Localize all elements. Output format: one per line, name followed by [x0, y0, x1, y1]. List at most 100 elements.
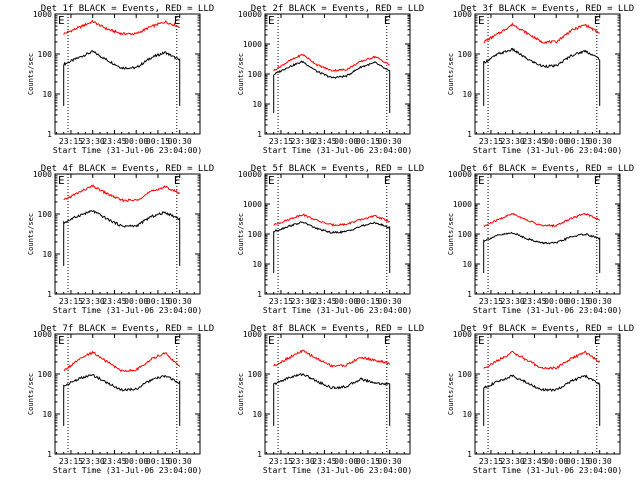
plot-frame [264, 13, 411, 135]
x-axis-label: Start Time (31-Jul-06 23:04:00) [53, 146, 202, 155]
x-axis-label: Start Time (31-Jul-06 23:04:00) [263, 306, 412, 315]
events-series-line [63, 50, 181, 106]
y-tick-label: 1 [47, 130, 52, 139]
events-series-line [483, 47, 601, 106]
panel-title: Det 5f BLACK = Events, RED = LLD [251, 164, 424, 174]
y-tick-label: 1 [257, 290, 262, 299]
x-tick-label: 00:30 [168, 137, 192, 146]
x-tick-label: 23:45 [312, 457, 336, 466]
y-tick-label: 1000 [453, 330, 472, 339]
event-marker: E [58, 174, 65, 187]
x-tick-label: 00:00 [544, 297, 568, 306]
x-tick-label: 00:15 [566, 137, 590, 146]
y-axis-label: Counts/sec [237, 53, 245, 95]
event-marker: E [174, 14, 181, 27]
y-tick-label: 100 [248, 230, 263, 239]
detector-panel-4: Det 4f BLACK = Events, RED = LLD 1 10 100 10… [27, 164, 214, 315]
x-tick-label: 00:30 [588, 297, 612, 306]
y-tick-label: 1 [47, 290, 52, 299]
event-marker: E [268, 174, 275, 187]
x-tick-label: 00:15 [146, 297, 170, 306]
panel-title: Det 6f BLACK = Events, RED = LLD [461, 164, 634, 174]
x-tick-label: 00:00 [124, 457, 148, 466]
x-tick-label: 00:15 [356, 137, 380, 146]
x-tick-label: 00:00 [334, 457, 358, 466]
y-tick-label: 10000 [238, 10, 262, 19]
events-series-line [483, 374, 601, 426]
x-tick-label: 23:30 [81, 297, 105, 306]
x-axis-label: Start Time (31-Jul-06 23:04:00) [473, 306, 622, 315]
detector-panel-8: Det 8f BLACK = Events, RED = LLD 1 10 100 10… [237, 324, 424, 475]
x-tick-label: 00:30 [378, 457, 402, 466]
event-marker: E [594, 14, 601, 27]
event-marker: E [174, 334, 181, 347]
y-axis-label: Counts/sec [237, 373, 245, 415]
y-tick-label: 100 [248, 370, 263, 379]
detector-panel-3: Det 3f BLACK = Events, RED = LLD 1 10 100 10… [447, 4, 634, 155]
lld-series-line [63, 19, 180, 36]
y-tick-label: 1 [467, 290, 472, 299]
x-tick-label: 23:45 [102, 297, 126, 306]
panel-title: Det 7f BLACK = Events, RED = LLD [41, 324, 214, 334]
detector-panel-6: Det 6f BLACK = Events, RED = LLD 1 10 100 10… [447, 164, 634, 315]
y-tick-label: 1000 [243, 330, 262, 339]
panel-title: Det 3f BLACK = Events, RED = LLD [461, 4, 634, 14]
x-tick-label: 23:45 [522, 137, 546, 146]
event-marker: E [594, 334, 601, 347]
event-marker: E [478, 174, 485, 187]
x-tick-label: 00:15 [146, 457, 170, 466]
x-axis-label: Start Time (31-Jul-06 23:04:00) [53, 466, 202, 475]
x-tick-label: 23:30 [291, 297, 315, 306]
event-marker: E [268, 14, 275, 27]
y-tick-label: 1000 [243, 200, 262, 209]
y-axis-label: Counts/sec [237, 213, 245, 255]
y-tick-label: 100 [458, 230, 473, 239]
y-tick-label: 10 [42, 250, 52, 259]
x-axis-label: Start Time (31-Jul-06 23:04:00) [263, 146, 412, 155]
plot-frame [54, 333, 201, 455]
events-series-line [63, 209, 181, 266]
x-tick-label: 00:00 [544, 457, 568, 466]
x-tick-label: 00:30 [588, 457, 612, 466]
event-marker: E [384, 334, 391, 347]
x-tick-label: 23:15 [59, 457, 83, 466]
y-tick-label: 100 [458, 370, 473, 379]
panel-title: Det 9f BLACK = Events, RED = LLD [461, 324, 634, 334]
x-axis-label: Start Time (31-Jul-06 23:04:00) [473, 146, 622, 155]
y-tick-label: 1000 [33, 170, 52, 179]
event-marker: E [384, 174, 391, 187]
x-tick-label: 23:15 [269, 457, 293, 466]
y-axis-label: Counts/sec [447, 53, 455, 95]
x-tick-label: 00:30 [168, 297, 192, 306]
event-marker: E [174, 174, 181, 187]
x-tick-label: 00:15 [566, 297, 590, 306]
event-marker: E [478, 334, 485, 347]
x-axis-label: Start Time (31-Jul-06 23:04:00) [263, 466, 412, 475]
plot-frame [264, 173, 411, 295]
y-tick-label: 100 [458, 50, 473, 59]
panel-title: Det 1f BLACK = Events, RED = LLD [41, 4, 214, 14]
lld-series-line [273, 213, 391, 227]
y-tick-label: 1 [257, 130, 262, 139]
x-tick-label: 00:00 [334, 137, 358, 146]
y-tick-label: 10 [462, 90, 472, 99]
event-marker: E [58, 14, 65, 27]
y-tick-label: 1 [257, 450, 262, 459]
lld-series-line [63, 350, 181, 373]
y-tick-label: 100 [38, 210, 53, 219]
lld-series-line [483, 22, 600, 45]
x-tick-label: 23:30 [291, 137, 315, 146]
plot-frame [474, 13, 621, 135]
lld-series-line [273, 349, 391, 368]
x-tick-label: 00:30 [168, 457, 192, 466]
x-tick-label: 00:15 [356, 297, 380, 306]
y-tick-label: 10 [252, 100, 262, 109]
plot-frame [54, 173, 201, 295]
y-tick-label: 1000 [33, 330, 52, 339]
y-tick-label: 1 [47, 450, 52, 459]
x-tick-label: 23:15 [479, 457, 503, 466]
x-tick-label: 23:45 [312, 297, 336, 306]
x-axis-label: Start Time (31-Jul-06 23:04:00) [53, 306, 202, 315]
event-marker: E [58, 334, 65, 347]
plot-frame [264, 333, 411, 455]
